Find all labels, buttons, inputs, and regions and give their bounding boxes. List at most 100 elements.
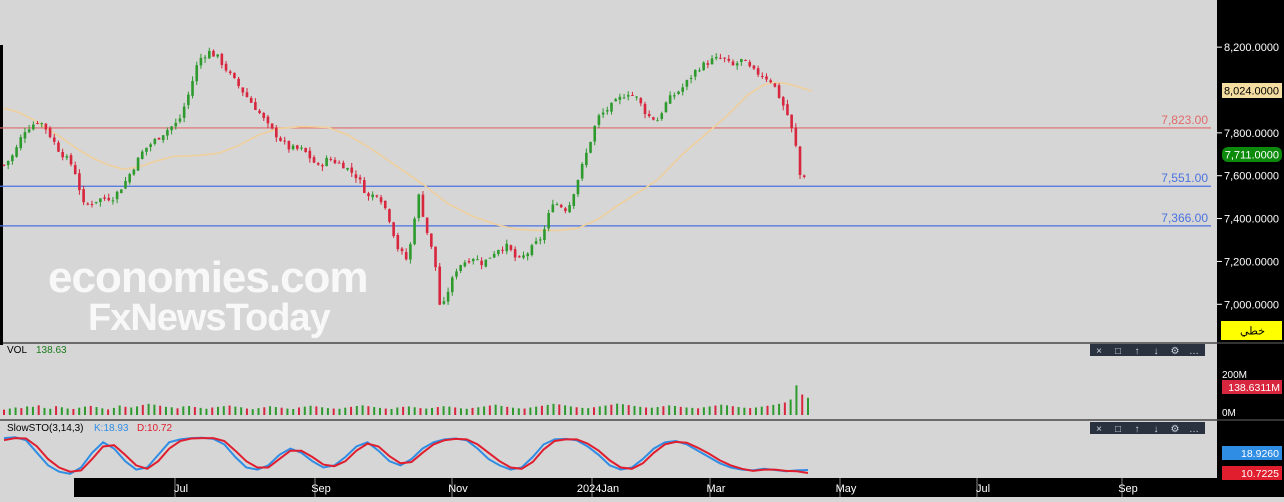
volume-bar [355, 405, 358, 415]
volume-panel-controls[interactable]: × □ ↑ ↓ ⚙ … [1090, 344, 1205, 357]
candle-body [379, 197, 383, 203]
volume-bar [558, 404, 561, 415]
volume-bar [737, 407, 740, 415]
panel-control-button[interactable]: … [1189, 346, 1199, 357]
volume-bar [390, 408, 393, 415]
volume-bar [720, 404, 723, 415]
volume-bar [112, 407, 115, 415]
candle-body [438, 266, 442, 305]
volume-bar [639, 406, 642, 415]
volume-bar [14, 407, 17, 415]
stoch-d-badge-label: 10.7225 [1241, 468, 1279, 480]
volume-bar [228, 405, 231, 415]
candle-body [388, 209, 391, 222]
volume-bar [598, 406, 601, 415]
panel-control-button[interactable]: … [1189, 424, 1199, 435]
volume-bar [627, 405, 630, 415]
price-axis-ticks: 8,200.0000 7,800.0000 7,600.0000 7,400.0000… [1217, 42, 1279, 311]
volume-bar [193, 407, 196, 415]
stoch-panel-controls[interactable]: × □ ↑ ↓ ⚙ … [1090, 422, 1205, 435]
candle-body [693, 70, 697, 77]
volume-bar [124, 406, 127, 415]
panel-control-button[interactable]: × [1096, 346, 1102, 357]
panel-control-button[interactable]: ↑ [1135, 346, 1140, 357]
volume-bar [153, 404, 156, 415]
time-label: Sep [1118, 483, 1138, 495]
panel-control-button[interactable]: □ [1115, 424, 1121, 435]
time-axis-background [74, 478, 1217, 497]
volume-bar [20, 408, 23, 415]
candle-body [547, 212, 550, 229]
candle-body [610, 102, 613, 112]
volume-bar [182, 406, 185, 415]
volume-bar [708, 406, 711, 415]
candle-body [300, 147, 303, 149]
candle-body [90, 203, 94, 205]
volume-bar [714, 405, 717, 415]
candle-body [157, 137, 161, 140]
candle-body [73, 165, 77, 175]
panel-control-button[interactable]: □ [1115, 346, 1121, 357]
price-axis-background [1217, 0, 1284, 497]
candle-body [270, 123, 274, 129]
volume-bar [431, 407, 434, 415]
panel-control-button[interactable]: ⚙ [1171, 424, 1180, 435]
candle-body [509, 245, 513, 250]
volume-bar [118, 405, 121, 415]
panel-control-button[interactable]: × [1096, 424, 1102, 435]
volume-bar [535, 406, 538, 415]
panel-control-button[interactable]: ↑ [1135, 424, 1140, 435]
candle-body [245, 92, 249, 98]
candle-body [740, 59, 743, 62]
candle-body [421, 194, 425, 217]
candle-body [199, 57, 203, 66]
panel-control-button[interactable]: ⚙ [1171, 346, 1180, 357]
candle-body [36, 123, 39, 125]
volume-bar [211, 407, 214, 415]
candle-body [635, 96, 638, 98]
volume-bar [164, 406, 167, 415]
volume-bar [766, 405, 769, 415]
candle-body [455, 271, 458, 277]
volume-bar [448, 406, 451, 415]
candle-body [19, 137, 23, 149]
volume-bar [413, 407, 416, 415]
candle-body [518, 256, 521, 258]
drawing-tool-badge[interactable]: خطي [1221, 321, 1282, 340]
candle-body [467, 261, 471, 263]
volume-bar [801, 394, 804, 415]
candle-body [417, 194, 421, 219]
candle-body [639, 98, 643, 104]
candle-body [626, 95, 630, 97]
candle-body [266, 116, 270, 124]
candle-body [178, 118, 182, 122]
volume-bar [691, 407, 694, 415]
candle-body [681, 87, 685, 92]
candle-body [777, 85, 781, 98]
stoch-label: SlowSTO(3,14,3) [7, 423, 84, 434]
volume-bar [442, 406, 445, 415]
volume-bar [512, 407, 515, 415]
candle-body [149, 144, 152, 148]
candle-body [647, 113, 651, 117]
volume-bar [378, 407, 381, 415]
candle-body [430, 233, 433, 247]
watermark: economies.com FxNewsToday [48, 253, 369, 339]
candle-body [744, 59, 747, 61]
candle-body [484, 259, 488, 267]
candle-body [572, 194, 576, 207]
level-label: 7,366.00 [1161, 211, 1208, 225]
candle-body [115, 191, 119, 200]
volume-bar [471, 407, 474, 415]
candle-body [618, 96, 622, 100]
volume-bar [396, 407, 399, 415]
panel-control-button[interactable]: ↓ [1154, 346, 1159, 357]
volume-bar [49, 408, 52, 415]
candle-body [203, 57, 207, 59]
volume-bar [621, 404, 624, 415]
candle-body [769, 80, 772, 83]
candle-body [434, 246, 437, 268]
panel-control-button[interactable]: ↓ [1154, 424, 1159, 435]
volume-bar [3, 409, 5, 415]
